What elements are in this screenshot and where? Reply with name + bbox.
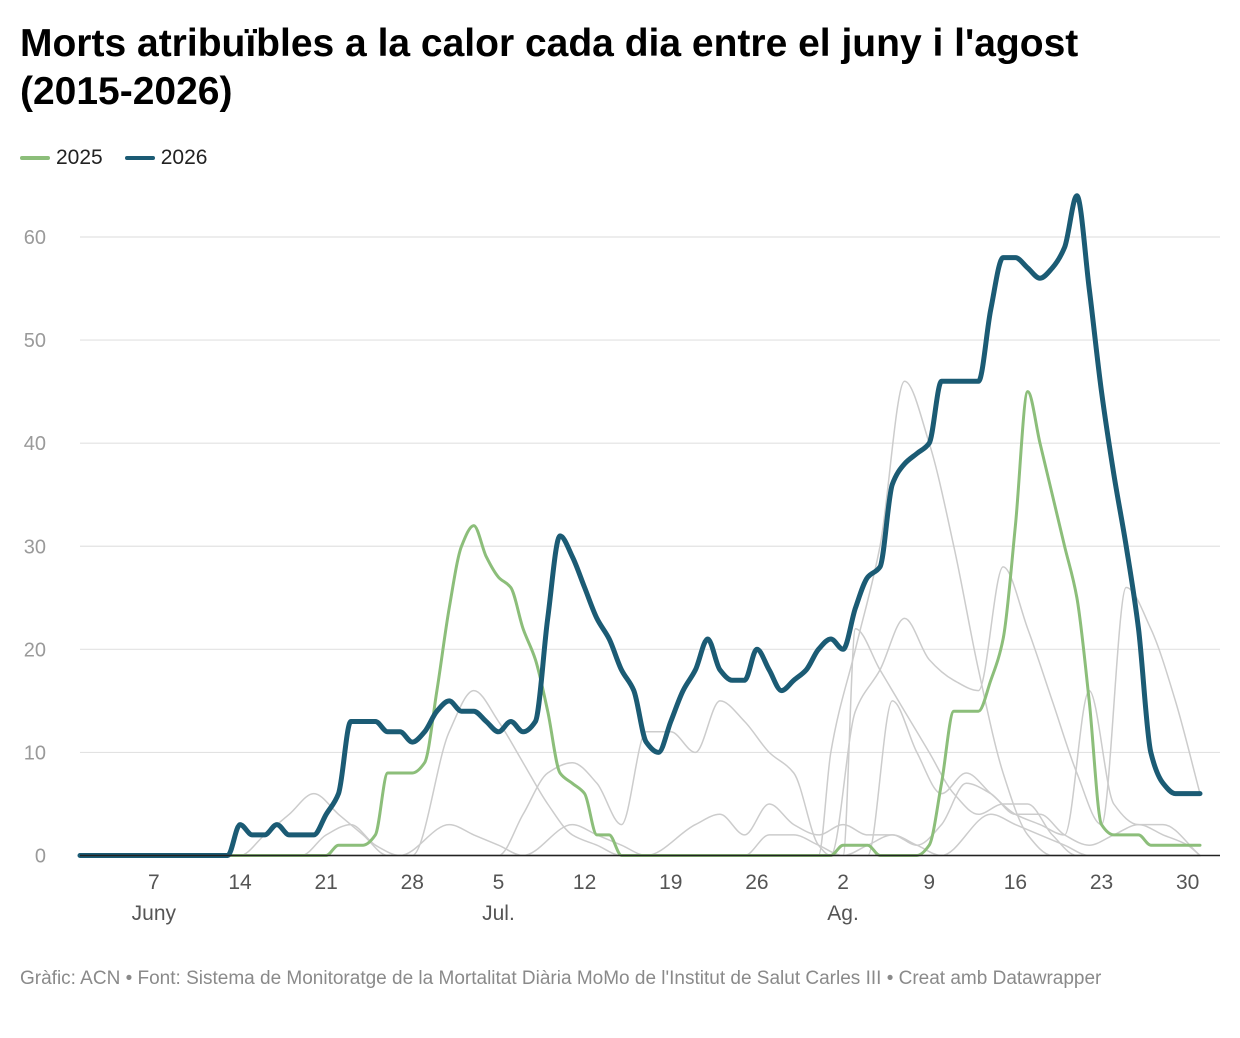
y-tick-label: 50: [24, 330, 46, 352]
x-tick-label: 30: [1176, 871, 1199, 894]
series-line-other-year-4: [79, 566, 1201, 857]
y-tick-label: 0: [35, 846, 46, 868]
x-tick-label: 16: [1004, 871, 1027, 894]
x-tick-label: 14: [228, 871, 252, 894]
x-month-label: Ag.: [827, 902, 859, 925]
x-tick-label: 12: [573, 871, 596, 894]
legend-swatch-2026: [124, 156, 155, 160]
x-tick-label: 19: [659, 871, 682, 894]
series-line-other-year-8: [79, 782, 1201, 857]
legend-label-2026: 2026: [160, 146, 208, 169]
series-line-other-year-1: [79, 689, 1201, 857]
x-tick-label: 21: [314, 871, 337, 894]
x-tick-label: 9: [923, 871, 935, 894]
y-tick-label: 10: [24, 742, 46, 764]
source-footer: Gràfic: ACN • Font: Sistema de Monitorat…: [20, 968, 1102, 989]
x-tick-label: 23: [1090, 871, 1113, 894]
series-line-2025: [78, 390, 1202, 858]
series-line-2026: [77, 193, 1203, 859]
series-line-other-year-7: [79, 803, 1201, 857]
x-tick-label: 26: [745, 871, 768, 894]
x-tick-label: 2: [837, 871, 849, 894]
x-month-label: Juny: [132, 902, 177, 925]
y-tick-label: 30: [24, 536, 46, 558]
legend-label-2025: 2025: [56, 146, 103, 169]
x-tick-label: 7: [148, 871, 160, 894]
x-tick-label: 28: [401, 871, 424, 894]
legend: 2025 2026: [20, 145, 229, 171]
chart-title: Morts atribuïbles a la calor cada dia en…: [20, 22, 1079, 113]
legend-item-2025: 2025: [20, 146, 103, 170]
legend-swatch-2025: [20, 156, 50, 160]
y-tick-label: 40: [24, 433, 46, 455]
series-line-other-year-3: [79, 380, 1201, 857]
y-tick-label: 20: [24, 639, 46, 661]
x-month-label: Jul.: [482, 902, 515, 925]
legend-item-2026: 2026: [124, 146, 208, 170]
line-chart: 0 10 20 30 40 50 60 7 14 21 28 5 12 19 26 2 9 16 23 30 Juny J…: [24, 193, 1220, 925]
y-tick-label: 60: [24, 227, 46, 249]
x-tick-label: 5: [493, 871, 505, 894]
